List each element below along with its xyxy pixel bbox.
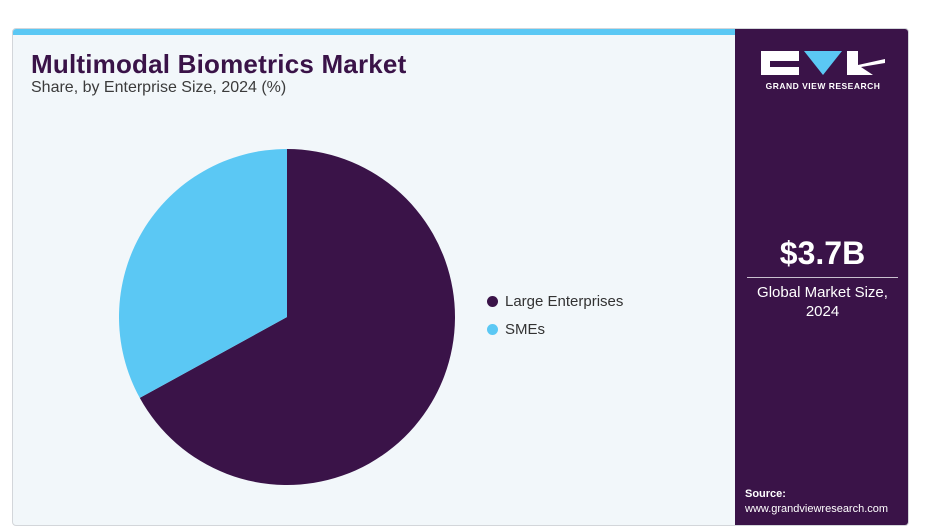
sidebar-panel: GRAND VIEW RESEARCH $3.7B Global Market … <box>735 29 908 525</box>
market-size-label-line: 2024 <box>805 303 840 320</box>
market-size-value: $3.7B <box>779 235 866 271</box>
legend-label: SMEs <box>505 320 546 338</box>
pie-slice-smes <box>118 148 288 398</box>
divider <box>747 277 898 278</box>
source-title: Source: <box>745 488 786 500</box>
market-size-label-line: Global Market Size, <box>757 284 888 301</box>
accent-bar <box>13 29 735 35</box>
source-url: www.grandviewresearch.com <box>745 503 889 515</box>
legend-item-smes: SMEs <box>487 319 623 339</box>
chart-card: Multimodal Biometrics Market Share, by E… <box>12 28 909 526</box>
logo-text: GRAND VIEW RESEARCH <box>765 81 881 91</box>
pie-chart <box>118 148 455 485</box>
brand-logo: GRAND VIEW RESEARCH <box>761 51 885 91</box>
source-note: Source: www.grandviewresearch.com <box>745 487 888 517</box>
legend-item-large-enterprises: Large Enterprises <box>487 291 623 311</box>
chart-title: Multimodal Biometrics Market <box>31 49 407 79</box>
legend-marker <box>487 295 498 307</box>
legend-marker <box>487 323 498 335</box>
legend: Large Enterprises SMEs <box>487 291 623 347</box>
market-size-label: Global Market Size, 2024 <box>735 283 908 321</box>
chart-subtitle: Share, by Enterprise Size, 2024 (%) <box>31 79 287 96</box>
pie-slice-large-enterprises <box>139 149 455 485</box>
logo-mark-icon <box>761 51 885 75</box>
legend-label: Large Enterprises <box>505 292 624 310</box>
chart-area: Multimodal Biometrics Market Share, by E… <box>13 29 735 525</box>
